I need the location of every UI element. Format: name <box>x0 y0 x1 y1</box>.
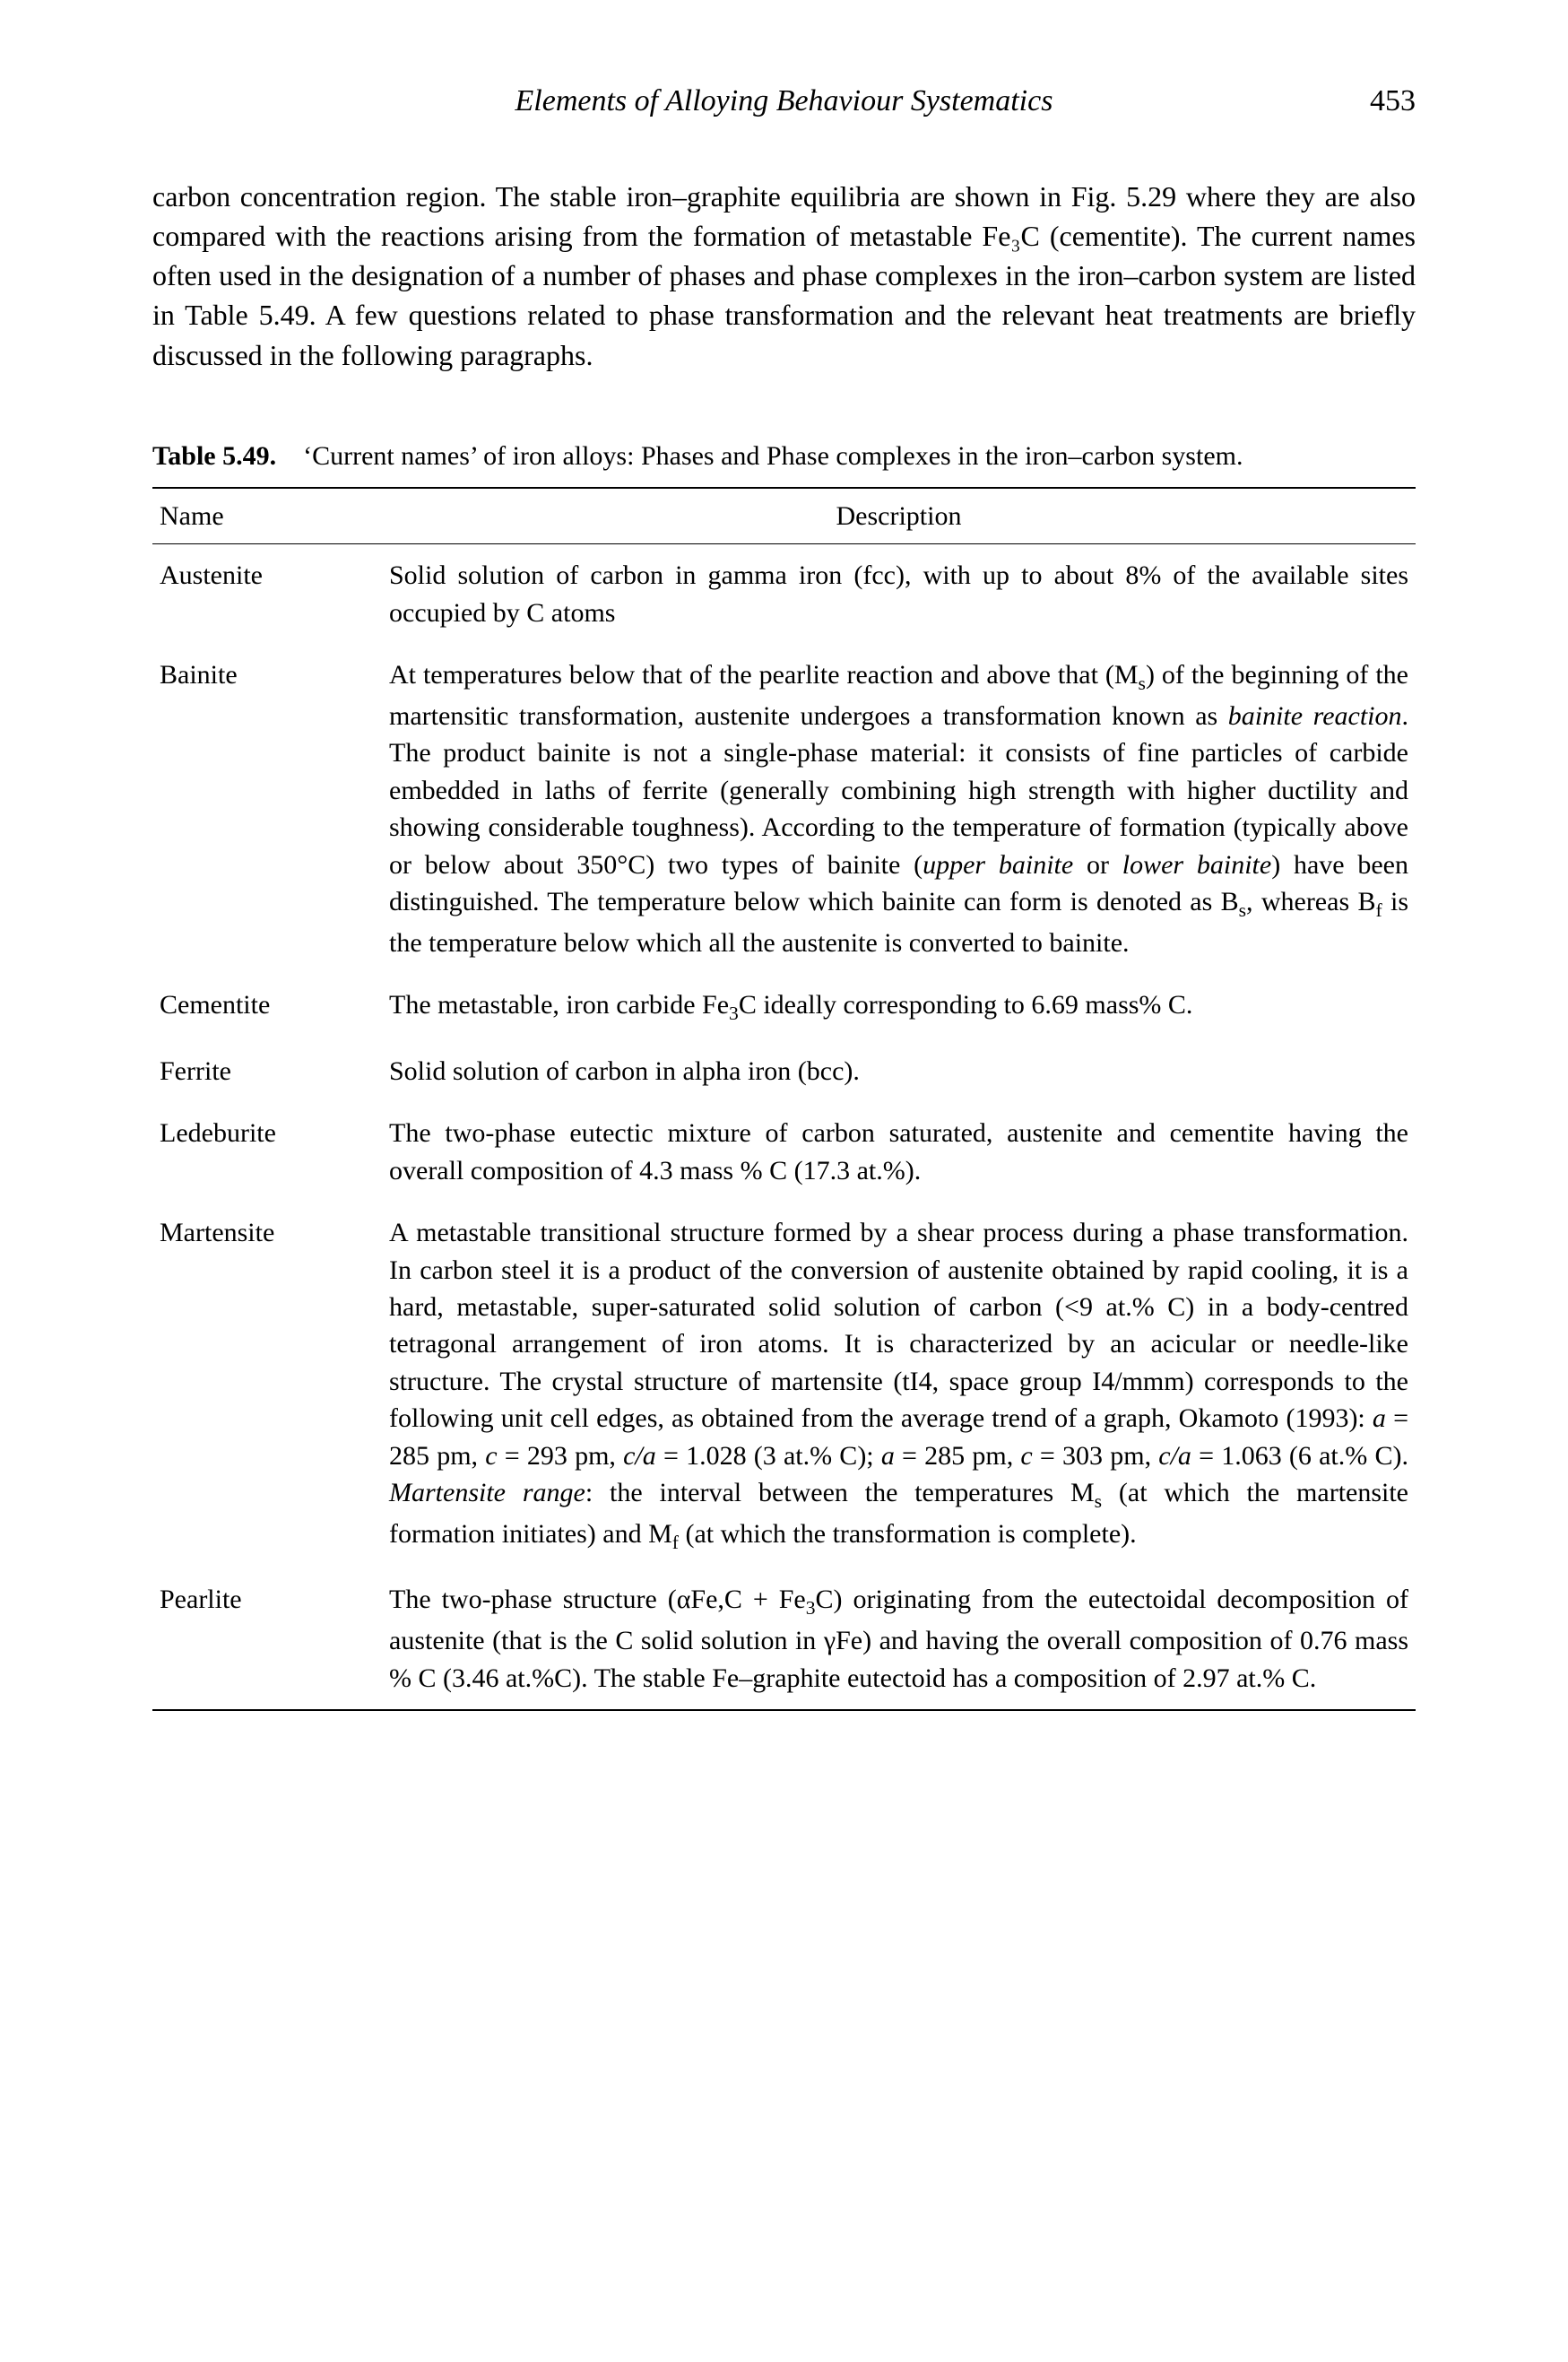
table-row: Ferrite Solid solution of carbon in alph… <box>152 1040 1416 1102</box>
table-row: Martensite A metastable transitional str… <box>152 1202 1416 1568</box>
col-header-description: Description <box>382 488 1416 544</box>
table-row: Ledeburite The two-phase eutectic mixtur… <box>152 1102 1416 1202</box>
cell-desc: A metastable transitional structure form… <box>382 1202 1416 1568</box>
table-row: Bainite At temperatures below that of th… <box>152 644 1416 974</box>
cell-name: Ledeburite <box>152 1102 382 1202</box>
cell-desc: Solid solution of carbon in alpha iron (… <box>382 1040 1416 1102</box>
page-container: Elements of Alloying Behaviour Systemati… <box>0 0 1568 1819</box>
running-head: Elements of Alloying Behaviour Systemati… <box>152 81 1416 123</box>
cell-name: Austenite <box>152 544 382 644</box>
cell-name: Cementite <box>152 974 382 1040</box>
cell-desc: The metastable, iron carbide Fe3C ideall… <box>382 974 1416 1040</box>
col-header-name: Name <box>152 488 382 544</box>
cell-name: Pearlite <box>152 1568 382 1710</box>
body-paragraph: carbon concentration region. The stable … <box>152 177 1416 375</box>
table-row: Pearlite The two-phase structure (αFe,C … <box>152 1568 1416 1710</box>
cell-name: Martensite <box>152 1202 382 1568</box>
table-caption: Table 5.49. ‘Current names’ of iron allo… <box>152 438 1416 474</box>
table-caption-text: ‘Current names’ of iron alloys: Phases a… <box>303 441 1243 471</box>
cell-name: Ferrite <box>152 1040 382 1102</box>
cell-name: Bainite <box>152 644 382 974</box>
cell-desc: The two-phase eutectic mixture of carbon… <box>382 1102 1416 1202</box>
table-row: Cementite The metastable, iron carbide F… <box>152 974 1416 1040</box>
cell-desc: The two-phase structure (αFe,C + Fe3C) o… <box>382 1568 1416 1710</box>
cell-desc: At temperatures below that of the pearli… <box>382 644 1416 974</box>
table-label: Table 5.49. <box>152 441 276 471</box>
running-title: Elements of Alloying Behaviour Systemati… <box>152 81 1330 123</box>
phase-names-table: Name Description Austenite Solid solutio… <box>152 487 1416 1711</box>
page-number: 453 <box>1330 81 1416 123</box>
table-header-row: Name Description <box>152 488 1416 544</box>
cell-desc: Solid solution of carbon in gamma iron (… <box>382 544 1416 644</box>
table-row: Austenite Solid solution of carbon in ga… <box>152 544 1416 644</box>
